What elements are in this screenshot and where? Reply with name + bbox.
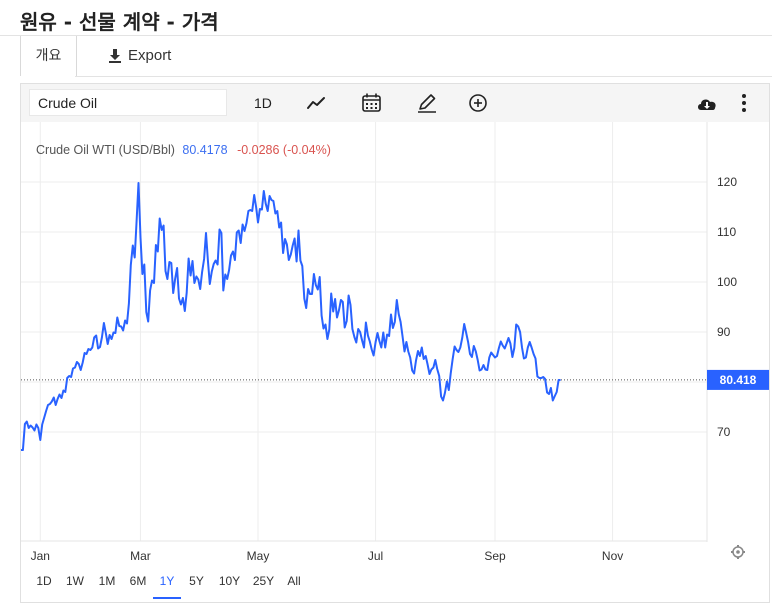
chart-frame <box>20 83 770 603</box>
range-10y[interactable]: 10Y <box>219 574 240 588</box>
tab-overview[interactable]: 개요 <box>20 36 77 76</box>
range-label: 6M <box>130 574 147 588</box>
grid-x <box>39 122 614 541</box>
cloud-download-icon[interactable] <box>694 90 720 116</box>
line-chart-icon[interactable] <box>304 90 330 116</box>
x-tick-label: Jul <box>368 549 383 563</box>
range-all[interactable]: All <box>287 574 300 588</box>
last-price-tag: 80.418 <box>707 369 769 390</box>
active-range-underline <box>153 597 181 599</box>
range-1w[interactable]: 1W <box>66 574 85 588</box>
x-tick-label: Nov <box>602 549 623 563</box>
chart-legend: Crude Oil WTI (USD/Bbl) 80.4178 -0.0286 … <box>36 143 331 157</box>
x-axis-labels: Jan Mar May Jul Sep Nov <box>31 549 624 563</box>
range-25y[interactable]: 25Y <box>253 574 274 588</box>
range-label: 5Y <box>189 574 204 588</box>
range-1d[interactable]: 1D <box>36 574 52 588</box>
y-axis-labels: 708090100110120 <box>717 175 737 439</box>
legend-instrument: Crude Oil WTI (USD/Bbl) <box>36 143 175 157</box>
tab-bar: 개요 Export <box>20 36 772 76</box>
x-tick-label: Jan <box>31 549 50 563</box>
y-tick-label: 70 <box>717 425 731 439</box>
range-label: 25Y <box>253 574 274 588</box>
range-1y[interactable]: 1Y <box>153 574 181 599</box>
symbol-input[interactable]: Crude Oil <box>29 89 227 116</box>
range-label: 1Y <box>160 574 175 588</box>
range-label: 1D <box>36 574 52 588</box>
interval-button[interactable]: 1D <box>254 95 272 111</box>
range-label: 1M <box>99 574 116 588</box>
legend-price: 80.4178 <box>182 143 227 157</box>
settings-icon[interactable] <box>731 545 745 559</box>
header-divider <box>0 35 772 36</box>
more-vertical-icon[interactable] <box>731 90 757 116</box>
plus-circle-icon[interactable] <box>465 90 491 116</box>
page-title: 원유 - 선물 계약 - 가격 <box>20 10 219 34</box>
range-6m[interactable]: 6M <box>130 574 147 588</box>
x-tick-label: May <box>247 549 270 563</box>
y-tick-label: 100 <box>717 275 737 289</box>
y-tick-label: 90 <box>717 325 731 339</box>
y-tick-label: 120 <box>717 175 737 189</box>
export-label: Export <box>128 47 172 64</box>
legend-change: -0.0286 (-0.04%) <box>237 143 331 157</box>
export-button[interactable]: Export <box>108 36 171 76</box>
range-label: 10Y <box>219 574 240 588</box>
download-icon <box>109 49 121 63</box>
grid-y <box>21 181 707 433</box>
price-series-line <box>21 182 561 451</box>
range-label: 1W <box>66 574 85 588</box>
tabs-divider <box>75 76 772 77</box>
y-tick-label: 110 <box>717 225 736 239</box>
x-tick-label: Mar <box>130 549 151 563</box>
calendar-icon[interactable] <box>359 90 385 116</box>
pencil-icon[interactable] <box>414 90 440 116</box>
x-tick-label: Sep <box>484 549 506 563</box>
chart-toolbar: Crude Oil 1D <box>21 84 769 122</box>
range-label: All <box>287 574 300 588</box>
range-selector: 1D 1W 1M 6M 1Y 5Y 10Y 25Y All <box>36 574 301 599</box>
last-price-label: 80.418 <box>720 373 757 387</box>
range-5y[interactable]: 5Y <box>189 574 204 588</box>
range-1m[interactable]: 1M <box>99 574 116 588</box>
